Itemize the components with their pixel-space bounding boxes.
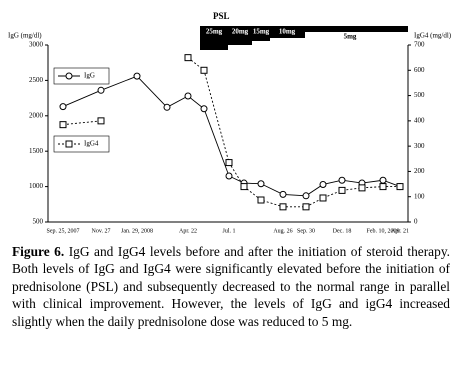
y2-tick-label: 500 bbox=[414, 91, 425, 99]
dose-label: 25mg bbox=[206, 28, 223, 36]
data-point bbox=[59, 121, 67, 129]
y2-tick-label: 600 bbox=[414, 66, 425, 74]
legend-label: IgG bbox=[84, 72, 95, 80]
y-axis-label: IgG (mg/dl) bbox=[8, 32, 42, 40]
data-point bbox=[379, 183, 387, 191]
caption-text: IgG and IgG4 levels before and after the… bbox=[12, 244, 450, 329]
legend-box bbox=[53, 67, 110, 85]
dose-band bbox=[200, 26, 305, 38]
data-point bbox=[319, 194, 327, 202]
chart: IgG (mg/dl) IgG4 (mg/dl) PSL 50010001500… bbox=[8, 11, 452, 234]
data-point bbox=[200, 105, 208, 113]
y2-tick-label: 700 bbox=[414, 41, 425, 49]
dose-band bbox=[252, 38, 270, 41]
data-point bbox=[396, 183, 404, 191]
data-point bbox=[200, 66, 208, 74]
x-tick-label: Jan. 29, 2008 bbox=[121, 228, 153, 234]
y2-axis-label: IgG4 (mg/dl) bbox=[414, 32, 452, 40]
data-point bbox=[279, 190, 287, 198]
data-point bbox=[338, 186, 346, 194]
data-point bbox=[184, 92, 192, 100]
data-point bbox=[240, 183, 248, 191]
x-tick-label: Sep. 30 bbox=[297, 228, 315, 234]
y-tick-label: 2000 bbox=[29, 111, 44, 119]
y-tick-label: 2500 bbox=[29, 76, 44, 84]
dose-band bbox=[228, 38, 252, 45]
data-point bbox=[338, 176, 346, 184]
y-tick-label: 500 bbox=[33, 218, 44, 226]
x-tick-label: Apr. 21 bbox=[391, 228, 409, 234]
series-line bbox=[62, 57, 400, 208]
data-point bbox=[163, 103, 171, 111]
caption-label: Figure 6. bbox=[12, 244, 65, 259]
data-point bbox=[257, 180, 265, 188]
x-tick-label: Nov. 27 bbox=[92, 228, 111, 234]
data-point bbox=[379, 176, 387, 184]
x-tick-label: Aug. 26 bbox=[273, 228, 292, 234]
y2-tick-label: 100 bbox=[414, 192, 425, 200]
dose-label: 5mg bbox=[344, 33, 357, 41]
x-tick-label: Apr. 22 bbox=[179, 228, 197, 234]
data-point bbox=[225, 172, 233, 180]
data-point bbox=[302, 192, 310, 200]
dose-band bbox=[200, 38, 228, 50]
legend-marker bbox=[65, 72, 73, 80]
data-point bbox=[59, 103, 67, 111]
legend-marker bbox=[65, 140, 73, 148]
y2-tick-label: 200 bbox=[414, 167, 425, 175]
x-tick-label: Feb. 10, 2009 bbox=[367, 228, 400, 234]
data-point bbox=[319, 180, 327, 188]
dose-bars bbox=[200, 26, 408, 50]
data-point bbox=[97, 117, 105, 125]
data-point bbox=[97, 86, 105, 94]
dose-label: 10mg bbox=[279, 28, 296, 36]
dose-label: 20mg bbox=[232, 28, 249, 36]
dose-title: PSL bbox=[213, 11, 230, 21]
dose-label: 15mg bbox=[253, 28, 270, 36]
x-tick-label: Sep. 25, 2007 bbox=[47, 228, 80, 234]
series-line bbox=[62, 75, 401, 197]
data-point bbox=[302, 203, 310, 211]
legend-label: IgG4 bbox=[84, 140, 99, 148]
data-point bbox=[184, 54, 192, 62]
legend-box bbox=[53, 135, 110, 153]
x-tick-label: Jul. 1 bbox=[222, 228, 235, 234]
x-tick-label: Dec. 18 bbox=[333, 228, 352, 234]
y2-tick-label: 400 bbox=[414, 116, 425, 124]
caption: Figure 6. IgG and IgG4 levels before and… bbox=[12, 243, 450, 330]
data-point bbox=[257, 196, 265, 204]
y-tick-label: 3000 bbox=[29, 41, 44, 49]
y-tick-label: 1500 bbox=[29, 147, 44, 155]
y2-tick-label: 0 bbox=[414, 218, 418, 226]
data-point bbox=[133, 72, 141, 80]
data-point bbox=[225, 159, 233, 167]
dose-band bbox=[305, 26, 408, 32]
data-point bbox=[358, 184, 366, 192]
y2-tick-label: 300 bbox=[414, 142, 425, 150]
y-tick-label: 1000 bbox=[29, 182, 44, 190]
data-point bbox=[279, 203, 287, 211]
